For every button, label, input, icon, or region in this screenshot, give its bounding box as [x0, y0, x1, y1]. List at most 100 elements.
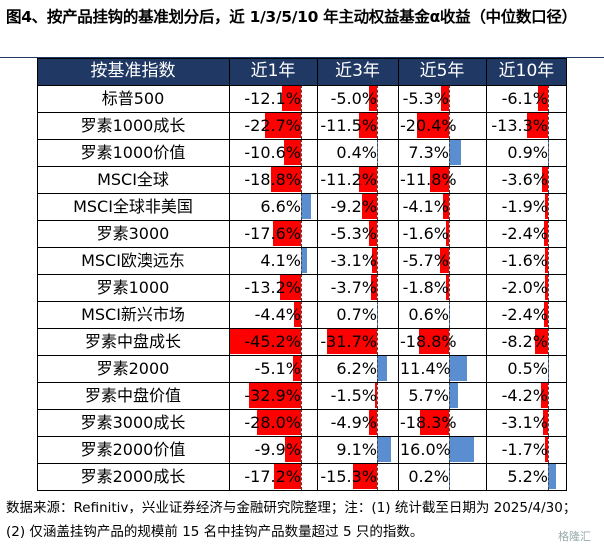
- row-label: 罗素2000价值: [80, 440, 186, 459]
- value-label: -1.8%: [402, 278, 449, 297]
- value-cell: 0.6%: [398, 301, 486, 328]
- negative-bar: [284, 140, 301, 165]
- negative-bar: [273, 221, 301, 246]
- negative-bar: [352, 464, 377, 489]
- column-header: 近1年: [229, 58, 317, 85]
- value-cell: -2.0%: [486, 274, 567, 301]
- negative-bar: [535, 329, 548, 354]
- value-cell: -1.5%: [317, 382, 398, 409]
- negative-bar: [265, 113, 301, 138]
- negative-bar: [544, 302, 548, 327]
- negative-bar: [326, 329, 377, 354]
- value-cell: -3.7%: [317, 274, 398, 301]
- negative-bar: [273, 464, 301, 489]
- value-label: 7.3%: [408, 143, 449, 162]
- value-cell: 0.5%: [486, 355, 567, 382]
- negative-bar: [271, 167, 301, 192]
- row-label: 罗素1000成长: [80, 116, 186, 135]
- zero-line: [377, 139, 378, 166]
- value-cell: -5.3%: [317, 220, 398, 247]
- value-label: -11.8%: [400, 170, 457, 189]
- negative-bar: [545, 437, 548, 462]
- zero-line: [377, 112, 378, 139]
- column-header: 按基准指数: [37, 58, 229, 85]
- value-label: -17.6%: [244, 224, 301, 243]
- value-label: -18.3%: [400, 413, 457, 432]
- value-cell: -18.3%: [398, 409, 486, 436]
- zero-line: [301, 463, 302, 490]
- value-label: -2.0%: [501, 278, 548, 297]
- positive-bar: [301, 194, 312, 219]
- value-cell: -18.8%: [229, 166, 317, 193]
- zero-line: [548, 220, 549, 247]
- table-row: 罗素3000成长 -28.0% -4.9% -18.3% -3.1%: [37, 409, 567, 436]
- value-cell: 5.2%: [486, 463, 567, 490]
- value-cell: -6.1%: [486, 85, 567, 112]
- table-row: 罗素1000成长 -22.7% -11.5% -20.4% -13.3%: [37, 112, 567, 139]
- row-label: MSCI新兴市场: [81, 305, 185, 324]
- zero-line: [377, 85, 378, 112]
- negative-bar: [256, 410, 301, 435]
- negative-bar: [369, 86, 377, 111]
- value-cell: -5.3%: [398, 85, 486, 112]
- zero-line: [377, 274, 378, 301]
- zero-line: [548, 247, 549, 274]
- negative-bar: [541, 383, 548, 408]
- grid-line-horizontal: [37, 112, 567, 113]
- value-label: -5.3%: [402, 89, 449, 108]
- value-label: -31.7%: [320, 332, 377, 351]
- positive-bar: [449, 356, 467, 381]
- value-cell: -4.1%: [398, 193, 486, 220]
- value-label: -5.7%: [402, 251, 449, 270]
- value-label: -9.2%: [330, 197, 377, 216]
- negative-bar: [359, 167, 377, 192]
- row-label: MSCI全球非美国: [73, 197, 193, 216]
- value-cell: -4.4%: [229, 301, 317, 328]
- zero-line: [449, 112, 450, 139]
- zero-line: [301, 409, 302, 436]
- positive-bar: [548, 464, 557, 489]
- negative-bar: [230, 329, 301, 354]
- zero-line: [377, 409, 378, 436]
- watermark: 格隆汇: [558, 530, 591, 543]
- value-label: -6.1%: [501, 89, 548, 108]
- value-label: 11.4%: [400, 359, 451, 378]
- grid-line-horizontal: [37, 301, 567, 302]
- negative-bar: [446, 275, 449, 300]
- value-label: -2.4%: [501, 305, 548, 324]
- grid-line-horizontal: [37, 85, 567, 86]
- value-cell: -10.6%: [229, 139, 317, 166]
- zero-line: [548, 274, 549, 301]
- value-cell: -4.2%: [486, 382, 567, 409]
- table-row: 罗素3000 -17.6% -5.3% -1.6% -2.4%: [37, 220, 567, 247]
- column-header: 近3年: [317, 58, 398, 85]
- value-cell: -11.2%: [317, 166, 398, 193]
- row-label: 罗素1000价值: [80, 143, 186, 162]
- negative-bar: [446, 221, 449, 246]
- value-label: -3.7%: [330, 278, 377, 297]
- zero-line: [301, 355, 302, 382]
- zero-line: [377, 301, 378, 328]
- value-cell: -4.9%: [317, 409, 398, 436]
- value-label: -1.6%: [402, 224, 449, 243]
- zero-line: [301, 139, 302, 166]
- value-label: -28.0%: [244, 413, 301, 432]
- grid-line-horizontal: [37, 58, 567, 59]
- zero-line: [301, 112, 302, 139]
- grid-line-horizontal: [37, 247, 567, 248]
- grid-line-horizontal: [37, 463, 567, 464]
- zero-line: [449, 85, 450, 112]
- zero-line: [449, 274, 450, 301]
- value-label: 0.9%: [507, 143, 548, 162]
- value-label: -11.2%: [320, 170, 377, 189]
- value-cell: -31.7%: [317, 328, 398, 355]
- value-label: 0.5%: [507, 359, 548, 378]
- zero-line: [548, 112, 549, 139]
- value-cell: -11.8%: [398, 166, 486, 193]
- value-label: -12.1%: [244, 89, 301, 108]
- value-label: -15.3%: [320, 467, 377, 486]
- negative-bar: [538, 86, 548, 111]
- zero-line: [449, 139, 450, 166]
- value-label: 6.2%: [336, 359, 377, 378]
- zero-line: [377, 463, 378, 490]
